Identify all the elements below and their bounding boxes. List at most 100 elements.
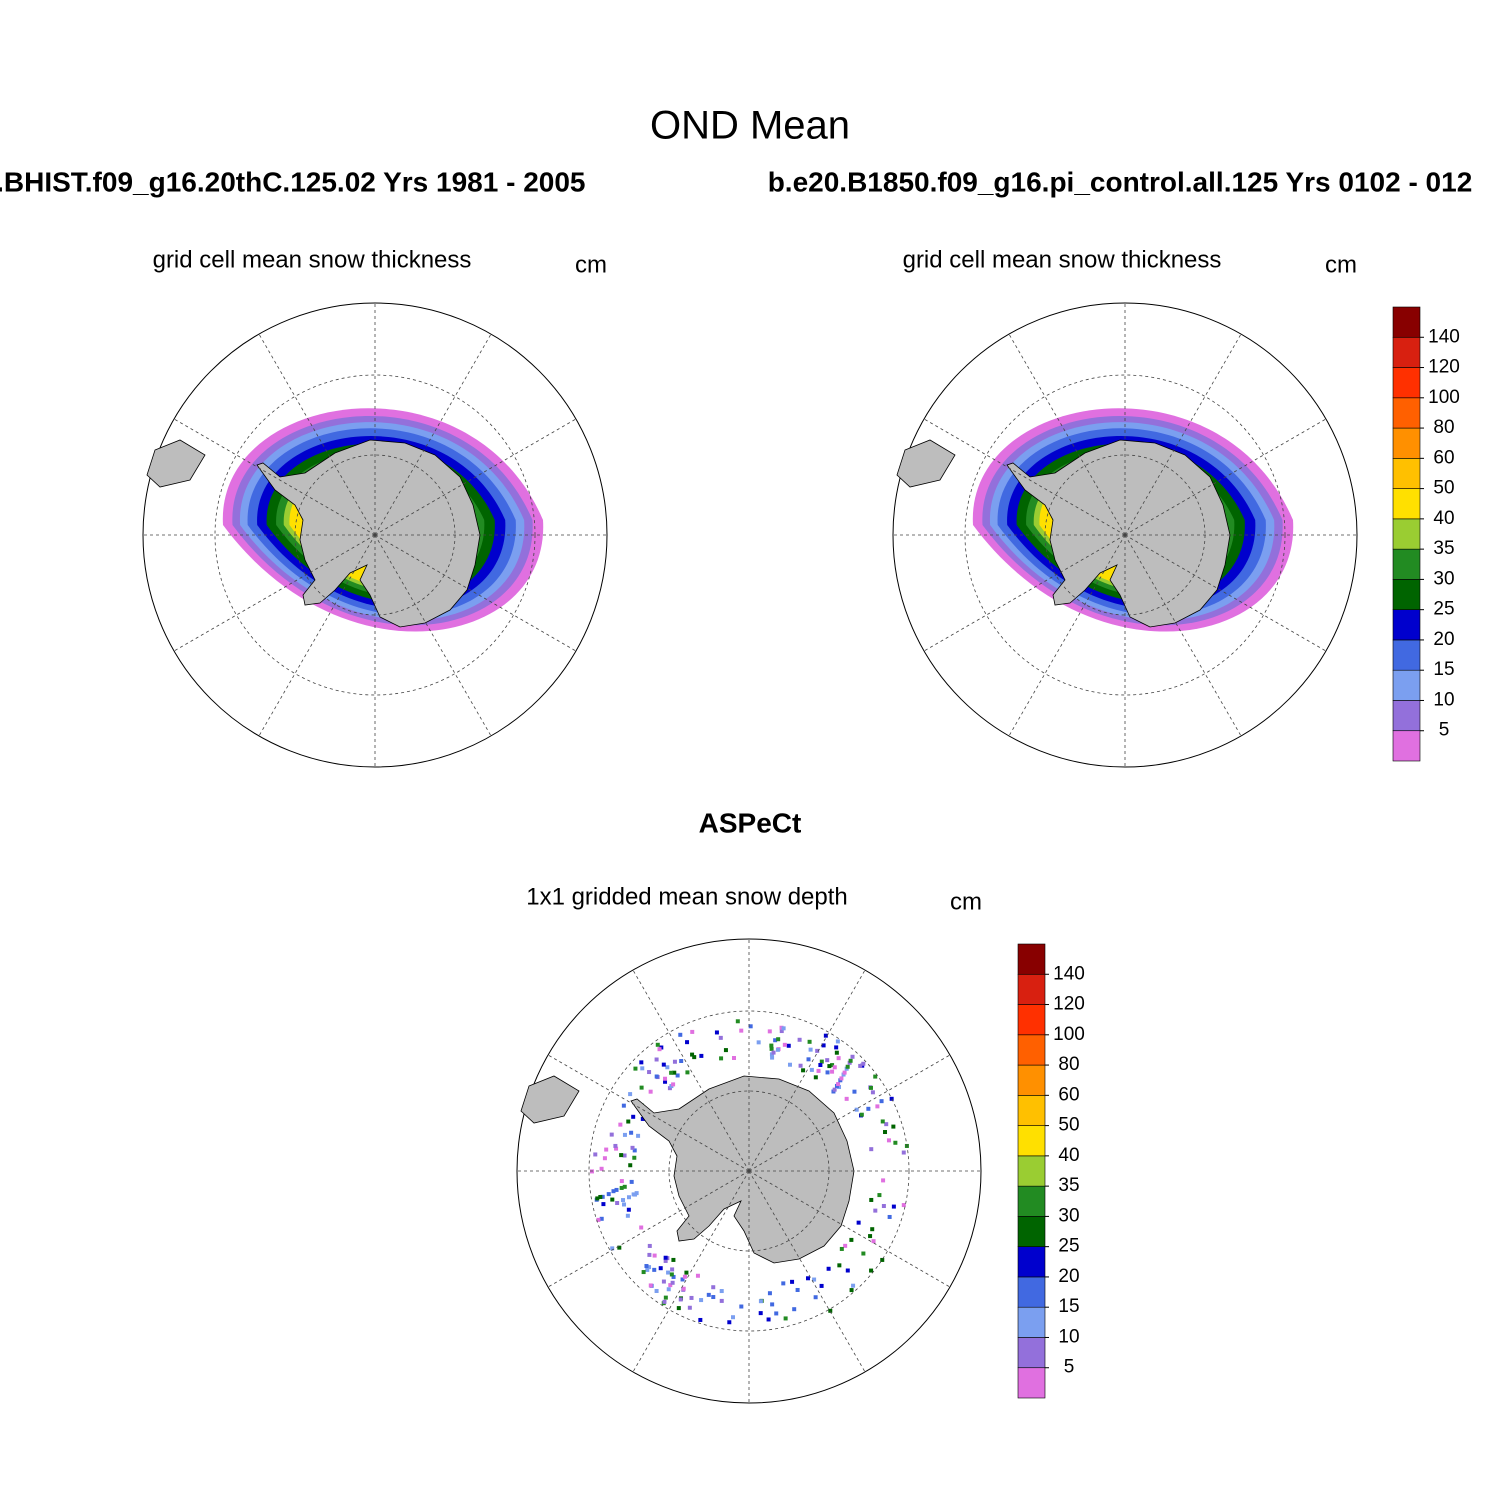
colorbar-label: 80 [1058,1054,1079,1075]
observation-cell [767,1291,772,1296]
observation-cell [739,1028,744,1033]
longitude-line [1124,534,1327,652]
observation-cell [628,1092,633,1097]
observation-cell [647,1252,652,1257]
observation-cell [614,1146,619,1151]
observation-cell [595,1196,600,1201]
observation-cell [598,1194,603,1199]
observation-cell [869,1197,874,1202]
observation-cell [808,1047,813,1052]
observation-cell [622,1153,627,1158]
observation-cell [901,1203,906,1208]
observation-cell [769,1046,774,1051]
observation-cell [792,1307,797,1312]
observation-cell [661,1279,666,1284]
observation-cell [843,1243,848,1248]
longitude-line [173,534,376,652]
observation-cell [805,1276,810,1281]
observation-cell [854,1107,859,1112]
observation-cell [681,1286,686,1291]
observation-cell [675,1073,680,1078]
longitude-line [632,1170,750,1373]
observation-cell [815,1048,820,1053]
observation-cell [689,1295,694,1300]
observation-cell [699,1298,704,1303]
observation-cell [782,1042,787,1047]
colorbar-label: 30 [1433,568,1454,589]
observation-cell [837,1085,842,1090]
observation-cell [871,1239,876,1244]
observation-cell [819,1059,824,1064]
observation-cell [619,1153,624,1158]
units-label: cm [1325,251,1357,278]
observation-cell [832,1065,837,1070]
observation-cell [661,1062,666,1067]
observation-cell [779,1029,784,1034]
observation-cell [636,1133,641,1138]
observation-cell [866,1106,871,1111]
observation-cell [678,1032,683,1037]
observation-cell [672,1070,677,1075]
observation-cell [719,1289,724,1294]
longitude-line [748,1170,866,1373]
colorbar-box [1392,609,1421,641]
observation-cell [658,1266,663,1271]
observation-cell [893,1140,898,1145]
observation-cell [671,1082,676,1087]
observation-cell [875,1104,880,1109]
observation-cell [801,1068,806,1073]
observation-cell [714,1030,719,1035]
observation-cell [883,1130,888,1135]
observation-cell [861,1061,866,1066]
longitude-line [923,418,1126,536]
observation-cell [647,1070,652,1075]
observation-cell [680,1277,685,1282]
observation-cell [806,1057,811,1062]
colorbar-box [1017,1185,1046,1217]
observation-cell [825,1070,830,1075]
variable-label: 1x1 gridded mean snow depth [526,883,848,910]
colorbar-label: 30 [1058,1205,1079,1226]
colorbar-label: 120 [1428,357,1460,378]
observation-cell [770,1055,775,1060]
observation-cell [685,1040,690,1045]
observation-cell [776,1037,781,1042]
observation-cell [795,1287,800,1292]
colorbar-label: 35 [1433,538,1454,559]
longitude-line [748,969,866,1172]
observation-cell [647,1265,652,1270]
longitude-line [1124,333,1242,536]
observation-cell [657,1047,662,1052]
colorbar-box [1392,669,1421,701]
observation-cell [698,1317,703,1322]
observation-cell [669,1070,674,1075]
antarctica [1006,439,1231,628]
colorbar-label: 25 [1433,599,1454,620]
panel-title: ASPeCt [699,807,802,838]
map-boundary [142,302,608,768]
observation-cell [671,1274,676,1279]
figure-title: OND Mean [650,104,850,148]
observation-cell [652,1253,657,1258]
observation-cell [593,1152,598,1157]
colorbar-box [1017,1155,1046,1187]
observation-cell [873,1074,878,1079]
observation-cell [828,1308,833,1313]
observation-cell [842,1070,847,1075]
observation-cell [813,1075,818,1080]
observation-cell [690,1029,695,1034]
observation-cell [670,1267,675,1272]
colorbar-label: 15 [1058,1296,1079,1317]
observation-cell [626,1195,631,1200]
colorbar-box [1392,639,1421,671]
observation-cell [613,1143,618,1148]
observation-cell [684,1270,689,1275]
observation-cell [644,1264,649,1269]
south-america [520,1075,580,1124]
colorbar-label: 10 [1058,1326,1079,1347]
observation-cell [666,1287,671,1292]
observation-cell [652,1267,657,1272]
observation-cell [690,1052,695,1057]
observation-cell [861,1251,866,1256]
observation-cell [735,1019,740,1024]
